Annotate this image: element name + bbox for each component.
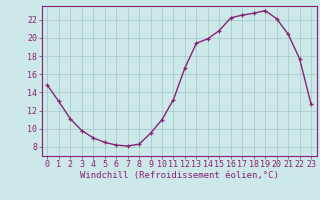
X-axis label: Windchill (Refroidissement éolien,°C): Windchill (Refroidissement éolien,°C) [80,171,279,180]
